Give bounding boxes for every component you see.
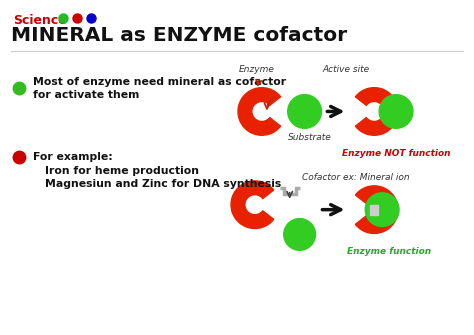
Wedge shape bbox=[356, 88, 398, 135]
Circle shape bbox=[288, 94, 321, 128]
Wedge shape bbox=[231, 181, 273, 228]
Wedge shape bbox=[238, 88, 281, 135]
Text: Science: Science bbox=[13, 14, 67, 27]
Bar bbox=[370, 205, 378, 215]
Circle shape bbox=[379, 94, 413, 128]
Text: Substrate: Substrate bbox=[288, 133, 331, 142]
Text: for activate them: for activate them bbox=[33, 89, 139, 99]
Wedge shape bbox=[356, 186, 398, 233]
Text: Enzyme: Enzyme bbox=[239, 65, 275, 74]
Text: Cofactor ex: Mineral ion: Cofactor ex: Mineral ion bbox=[301, 174, 409, 183]
Text: MINERAL as ENZYME cofactor: MINERAL as ENZYME cofactor bbox=[11, 26, 347, 45]
Text: Iron for heme production: Iron for heme production bbox=[45, 166, 199, 176]
Circle shape bbox=[365, 193, 399, 226]
Text: For example:: For example: bbox=[33, 152, 113, 162]
Text: Enzyme function: Enzyme function bbox=[347, 247, 431, 256]
Circle shape bbox=[284, 218, 316, 250]
Text: Magnesiun and Zinc for DNA synthesis: Magnesiun and Zinc for DNA synthesis bbox=[45, 179, 282, 189]
Text: Enzyme NOT function: Enzyme NOT function bbox=[342, 149, 450, 158]
Text: Active site: Active site bbox=[322, 65, 370, 74]
Text: Most of enzyme need mineral as cofactor: Most of enzyme need mineral as cofactor bbox=[33, 77, 286, 87]
